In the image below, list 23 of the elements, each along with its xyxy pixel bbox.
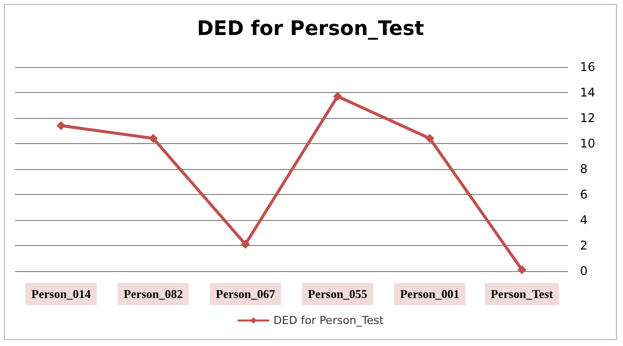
chart-title: DED for Person_Test bbox=[196, 16, 424, 40]
y-tick-label: 14 bbox=[580, 86, 596, 100]
x-tick-label: Person_014 bbox=[31, 287, 91, 301]
y-tick-label: 10 bbox=[580, 136, 596, 150]
y-tick-label: 2 bbox=[580, 238, 588, 252]
x-tick-label: Person_067 bbox=[216, 287, 276, 301]
point bbox=[333, 92, 342, 101]
y-tick-label: 4 bbox=[580, 213, 588, 227]
point bbox=[425, 134, 434, 143]
x-tick-label: Person_001 bbox=[400, 287, 460, 301]
y-tick-label: 8 bbox=[580, 162, 588, 176]
y-tick-label: 16 bbox=[580, 60, 596, 74]
point bbox=[240, 240, 250, 249]
legend-label: DED for Person_Test bbox=[273, 314, 384, 327]
x-tick-label: Person_Test bbox=[490, 287, 554, 301]
point bbox=[517, 265, 526, 274]
x-tick-label: Person_055 bbox=[308, 287, 368, 301]
y-tick-label: 0 bbox=[580, 264, 588, 278]
point bbox=[148, 134, 158, 143]
x-tick-label: Person_082 bbox=[124, 287, 183, 301]
point bbox=[56, 121, 66, 130]
y-tick-label: 12 bbox=[580, 111, 596, 125]
y-tick-label: 6 bbox=[580, 188, 588, 202]
